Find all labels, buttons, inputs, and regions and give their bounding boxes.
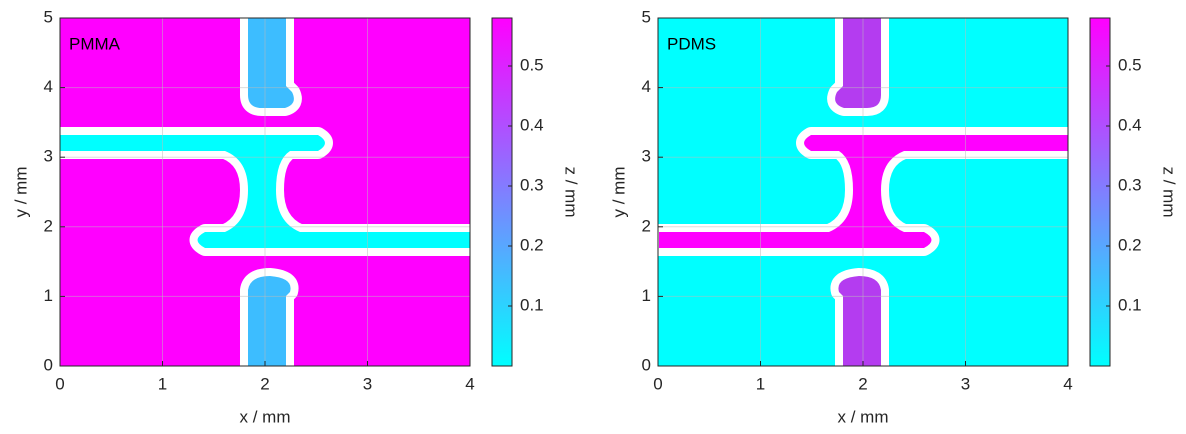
y-tick-label: 2 [44, 216, 53, 235]
annotation: PMMA [69, 34, 121, 53]
colorbar-tick-label: 0.2 [1118, 235, 1142, 254]
colorbar-tick-label: 0.4 [520, 115, 544, 134]
x-tick-label: 4 [1063, 374, 1072, 393]
y-tick-label: 5 [44, 7, 53, 26]
plot-area [60, 10, 470, 374]
colorbar-tick-label: 0.4 [1118, 115, 1142, 134]
x-tick-label: 2 [260, 374, 269, 393]
y-tick-label: 3 [44, 147, 53, 166]
plot-area [658, 10, 1069, 374]
y-tick-label: 4 [642, 77, 651, 96]
annotation: PDMS [667, 34, 716, 53]
colorbar [1090, 18, 1110, 366]
y-tick-label: 1 [44, 286, 53, 305]
colorbar-tick-label: 0.5 [1118, 55, 1142, 74]
x-axis-label: x / mm [240, 407, 291, 426]
x-tick-label: 3 [961, 374, 970, 393]
y-tick-label: 2 [642, 216, 651, 235]
shape [248, 276, 291, 374]
x-tick-label: 3 [363, 374, 372, 393]
y-tick-label: 3 [642, 147, 651, 166]
colorbar-tick-label: 0.1 [520, 295, 544, 314]
x-tick-label: 0 [55, 374, 64, 393]
y-tick-label: 1 [642, 286, 651, 305]
colorbar-label: z / mm [1160, 167, 1179, 218]
figure: 0 1 2 3 4 0 1 2 3 4 5 PMMA x / mm y / mm 0.1 0.2 0.3 0.4 0… [0, 0, 1186, 434]
shape [835, 10, 881, 108]
x-tick-label: 0 [653, 374, 662, 393]
y-tick-label: 4 [44, 77, 53, 96]
colorbar-tick-label: 0.3 [1118, 175, 1142, 194]
colorbar-tick-label: 0.3 [520, 175, 544, 194]
x-tick-label: 2 [858, 374, 867, 393]
y-tick-label: 0 [44, 355, 53, 374]
y-tick-label: 5 [642, 7, 651, 26]
colorbar-tick-label: 0.2 [520, 235, 544, 254]
y-axis-label: y / mm [609, 167, 628, 218]
y-tick-label: 0 [642, 355, 651, 374]
shape [838, 276, 881, 374]
y-axis-label: y / mm [11, 167, 30, 218]
shape [248, 10, 294, 108]
x-axis-label: x / mm [838, 407, 889, 426]
colorbar [492, 18, 512, 366]
x-tick-label: 4 [465, 374, 474, 393]
colorbar-label: z / mm [562, 167, 581, 218]
colorbar-tick-label: 0.1 [1118, 295, 1142, 314]
x-tick-label: 1 [158, 374, 167, 393]
colorbar-tick-label: 0.5 [520, 55, 544, 74]
x-tick-label: 1 [756, 374, 765, 393]
